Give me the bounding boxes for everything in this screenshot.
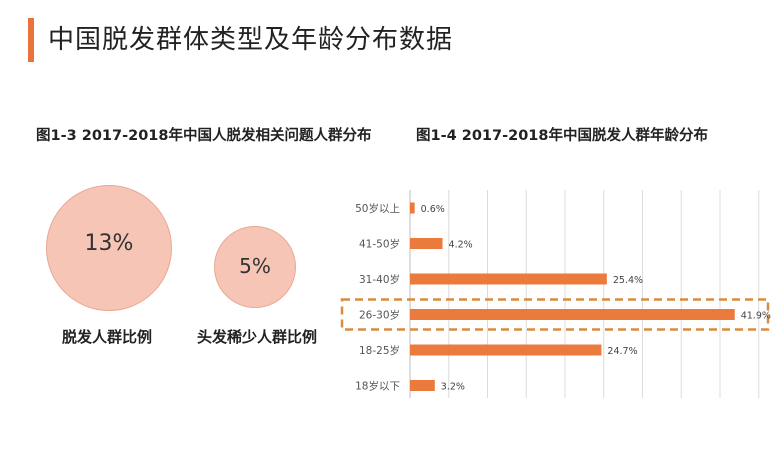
value-label: 3.2%	[441, 382, 465, 393]
title-accent-bar	[28, 18, 34, 62]
page-title: 中国脱发群体类型及年龄分布数据	[48, 25, 454, 55]
bar-4	[410, 309, 735, 320]
value-label: 25.4%	[613, 275, 643, 286]
bubble-value: 13%	[84, 231, 134, 256]
category-label: 18岁以下	[355, 380, 400, 393]
bubble-label-thin-hair: 头发稀少人群比例	[197, 328, 318, 346]
bubble-value: 5%	[239, 254, 271, 278]
highlight-box	[340, 298, 770, 331]
age-distribution-bar-chart: 50岁以上 0.6% 41-50岁 4.2% 31-40岁 25.4% 26-30岁 41.9…	[340, 190, 771, 398]
category-label: 50岁以上	[355, 202, 400, 215]
value-label: 24.7%	[607, 346, 637, 357]
bar-2	[410, 238, 443, 249]
bar-5	[410, 344, 602, 356]
category-label: 26-30岁	[359, 309, 400, 322]
bar-6	[410, 380, 435, 391]
value-label: 0.6%	[421, 204, 445, 215]
value-label: 4.2%	[449, 240, 473, 251]
category-label: 18-25岁	[359, 344, 400, 357]
bubble-label-hair-loss: 脱发人群比例	[62, 328, 153, 346]
bar-1	[410, 202, 415, 214]
figure-1-3-title: 图1-3 2017-2018年中国人脱发相关问题人群分布	[36, 128, 372, 144]
bubble-hair-loss-ratio: 13%	[46, 185, 172, 311]
value-label: 41.9%	[741, 311, 771, 322]
bubble-thin-hair-ratio: 5%	[214, 226, 296, 308]
category-label: 41-50岁	[359, 238, 400, 251]
category-label: 31-40岁	[359, 273, 400, 286]
bar-3	[410, 273, 607, 285]
figure-1-4-title: 图1-4 2017-2018年中国脱发人群年龄分布	[416, 128, 708, 144]
